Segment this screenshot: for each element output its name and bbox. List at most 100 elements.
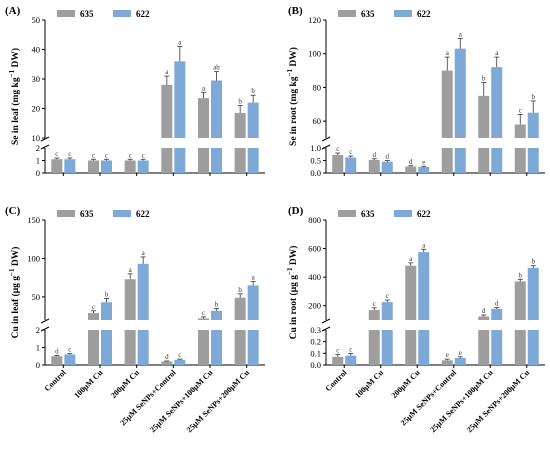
significance-letter: e <box>446 351 449 359</box>
bar <box>368 330 380 365</box>
legend-label: 635 <box>80 9 94 19</box>
y-tick-label: 600 <box>308 244 321 254</box>
bar <box>174 148 186 173</box>
bar <box>124 160 136 173</box>
significance-letter: c <box>68 346 71 354</box>
bar <box>418 167 430 173</box>
axis-break-mark <box>40 136 50 142</box>
axis-break-mark <box>321 318 331 324</box>
significance-letter: a <box>495 49 499 57</box>
legend-swatch <box>57 210 75 217</box>
bar <box>491 148 503 173</box>
y-tick-label: 1.0 <box>310 143 321 153</box>
bar <box>124 330 136 365</box>
bar <box>441 148 453 173</box>
bar <box>454 148 466 173</box>
bar <box>137 263 149 320</box>
y-axis-title: Se in root (mg kg−1 DW) <box>286 47 299 146</box>
bar <box>198 148 209 173</box>
bar <box>101 160 112 173</box>
significance-letter: c <box>386 292 389 300</box>
bar <box>137 330 149 365</box>
category-label: 25μM SeNPs+200μM Cu <box>185 368 252 435</box>
panel-letter: (D) <box>288 205 304 217</box>
bar <box>345 157 357 173</box>
bar <box>368 310 380 320</box>
significance-letter: d <box>409 158 413 166</box>
bar <box>441 70 453 138</box>
bar <box>381 161 393 173</box>
y-tick-label: 2 <box>36 143 40 153</box>
bar <box>514 330 526 365</box>
bar <box>332 356 344 365</box>
bar <box>101 302 112 320</box>
y-axis-title-part: DW) <box>10 48 21 70</box>
y-axis-title-part: DW) <box>288 246 299 268</box>
chart-panel-1: (B) 60 80 100 120 0.0 0.5 1.0 Se in root (mg kg−… <box>286 5 545 178</box>
y-tick-label: 0.3 <box>310 325 321 335</box>
significance-letter: a <box>165 68 169 76</box>
significance-letter: c <box>336 145 339 153</box>
bar <box>101 330 112 365</box>
significance-letter: a <box>202 84 206 92</box>
bar <box>418 330 430 365</box>
bar <box>64 354 76 365</box>
significance-letter: c <box>92 303 95 311</box>
y-tick-label: 200 <box>308 301 321 311</box>
bar <box>247 330 259 365</box>
bar <box>88 313 99 320</box>
significance-letter: c <box>349 345 352 353</box>
significance-letter: c <box>178 351 181 359</box>
bar <box>88 330 99 365</box>
y-axis-title-sup: −1 <box>286 68 294 76</box>
y-axis-title: Cu in root (μg g−1 DW) <box>286 246 299 340</box>
significance-letter: d <box>165 353 169 361</box>
significance-letter: a <box>252 274 256 282</box>
significance-letter: b <box>482 74 486 82</box>
bar <box>234 112 246 138</box>
significance-letter: c <box>92 151 95 159</box>
y-tick-label: 80 <box>313 82 322 92</box>
legend-label: 635 <box>361 209 375 219</box>
significance-letter: b <box>238 98 242 106</box>
panel-letter: (A) <box>5 5 21 17</box>
bar <box>454 358 466 365</box>
y-tick-label: 30 <box>32 74 41 84</box>
bar <box>198 330 209 365</box>
significance-letter: a <box>459 31 463 39</box>
bar <box>211 330 222 365</box>
significance-letter: b <box>532 93 536 101</box>
significance-letter: e <box>459 349 462 357</box>
bar <box>211 80 222 138</box>
bar <box>345 355 357 365</box>
significance-letter: b <box>532 258 536 266</box>
axis-break-mark <box>321 136 331 142</box>
bar <box>161 148 173 173</box>
bar <box>198 318 209 320</box>
y-axis-title-part: DW) <box>288 47 299 69</box>
bar <box>441 360 453 365</box>
bar <box>527 112 539 138</box>
significance-letter: d <box>55 347 59 355</box>
bar <box>124 279 136 320</box>
bar <box>174 359 186 365</box>
legend-swatch <box>113 210 131 217</box>
significance-letter: a <box>129 266 133 274</box>
legend-swatch <box>338 210 356 217</box>
significance-letter: c <box>55 150 58 158</box>
legend-label: 635 <box>80 209 94 219</box>
category-label: 200μM Cu <box>390 368 422 400</box>
bar <box>332 155 344 173</box>
legend-swatch <box>113 10 131 17</box>
y-tick-label: 0 <box>36 360 40 370</box>
bar <box>368 160 380 173</box>
y-tick-label: 50 <box>32 292 41 302</box>
category-label: 25μM SeNPs+100μM Cu <box>148 368 215 435</box>
bar <box>405 265 417 320</box>
category-label: 25μM SeNPs+100μM Cu <box>428 368 495 435</box>
bar <box>405 330 417 365</box>
bar <box>51 356 63 365</box>
y-tick-label: 0.0 <box>310 360 321 370</box>
bar <box>491 67 503 138</box>
significance-letter: c <box>519 106 522 114</box>
